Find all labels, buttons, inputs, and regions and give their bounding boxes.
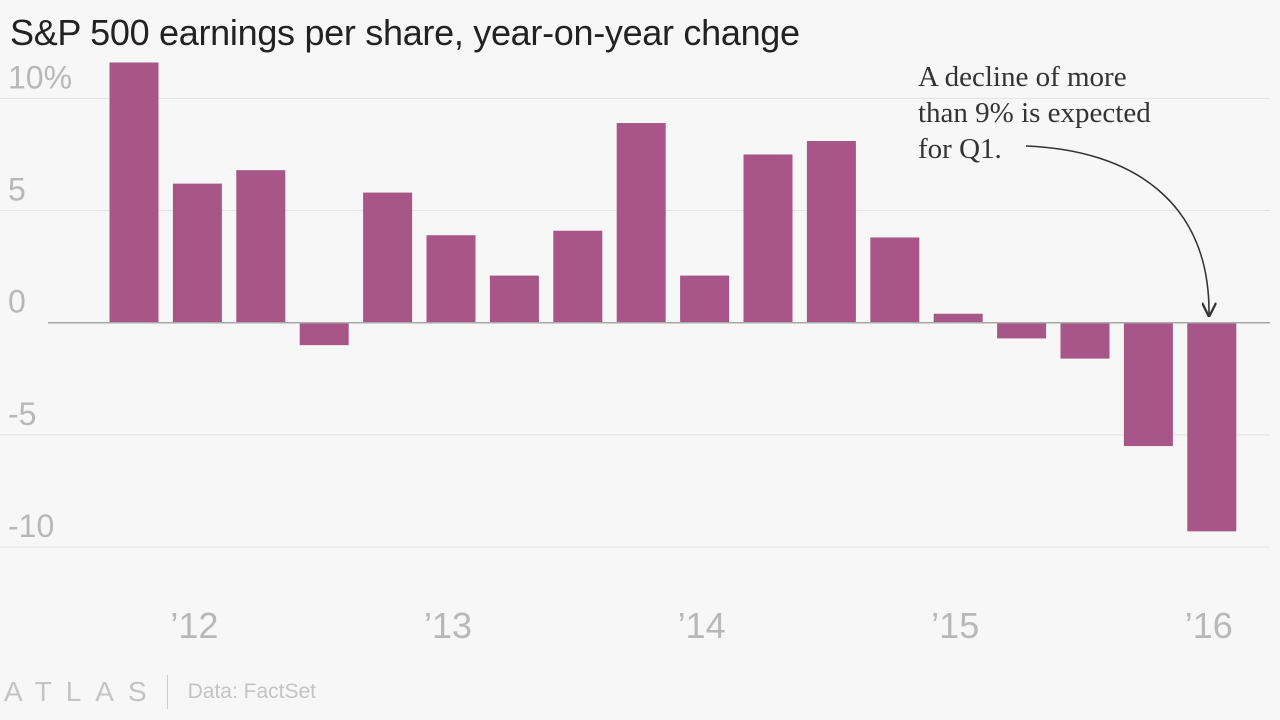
bar — [236, 170, 286, 323]
bar — [553, 230, 603, 323]
bar — [1187, 322, 1237, 532]
bar — [426, 235, 476, 323]
bar — [1123, 322, 1173, 447]
annotation-line-1: A decline of more — [918, 61, 1127, 93]
x-tick-label: ’16 — [1185, 605, 1233, 646]
bar — [997, 322, 1047, 339]
atlas-logo: ATLAS — [4, 676, 161, 707]
y-axis-ticks: 10% 5 0 -5 -10 — [8, 59, 72, 544]
x-tick-label: ’14 — [678, 605, 726, 646]
bar — [489, 275, 539, 323]
annotation-line-3: for Q1. — [918, 133, 1002, 165]
bar — [299, 322, 349, 346]
bars — [109, 62, 1237, 532]
footer: ATLAS Data: FactSet — [0, 672, 316, 712]
y-tick-label: -5 — [8, 396, 36, 432]
bar — [933, 313, 983, 323]
annotation-arrow — [1025, 145, 1209, 314]
x-tick-label: ’13 — [424, 605, 472, 646]
x-axis-ticks: ’12 ’13 ’14 ’15 ’16 — [170, 605, 1232, 646]
bar — [363, 192, 413, 323]
source-text: Data: FactSet — [187, 680, 317, 703]
bar — [172, 183, 222, 323]
bar — [1060, 322, 1110, 359]
footer-divider — [166, 675, 168, 709]
annotation: A decline of more than 9% is expected fo… — [918, 61, 1209, 314]
x-tick-label: ’12 — [170, 605, 218, 646]
annotation-line-2: than 9% is expected — [918, 97, 1151, 129]
bar — [743, 154, 793, 323]
bar — [680, 275, 730, 323]
y-tick-label: 10% — [8, 59, 72, 95]
bar — [870, 237, 920, 323]
bar — [616, 123, 666, 323]
bar — [109, 62, 159, 323]
x-tick-label: ’15 — [931, 605, 979, 646]
chart-title: S&P 500 earnings per share, year-on-year… — [10, 12, 800, 53]
bar — [806, 141, 856, 323]
y-tick-label: 5 — [8, 172, 26, 208]
y-tick-label: -10 — [8, 508, 54, 544]
y-tick-label: 0 — [8, 284, 26, 320]
